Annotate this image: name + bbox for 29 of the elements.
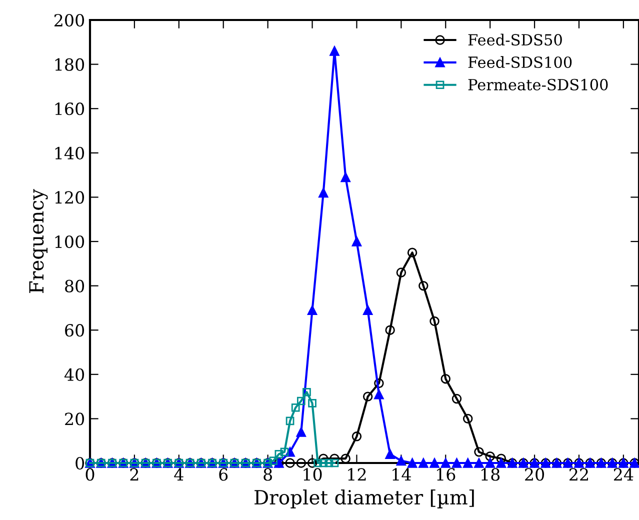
x-tick-label: 12 bbox=[348, 468, 366, 481]
y-tick-label: 40 bbox=[64, 368, 84, 381]
y-tick-label: 160 bbox=[55, 102, 84, 116]
y-tick-label: 100 bbox=[55, 235, 84, 248]
x-tick-label: 14 bbox=[392, 468, 411, 481]
x-tick-label: 22 bbox=[570, 468, 588, 481]
x-tick-label: 4 bbox=[174, 468, 184, 481]
y-tick-label: 140 bbox=[55, 146, 84, 160]
x-tick-label: 8 bbox=[264, 468, 272, 481]
x-tick-label: 2 bbox=[130, 468, 138, 481]
x-tick-label: 16 bbox=[437, 468, 456, 481]
y-tick-label: 120 bbox=[55, 191, 84, 204]
legend-label: Feed-SDS50 bbox=[468, 34, 562, 46]
x-tick-label: 10 bbox=[304, 468, 322, 481]
x-tick-label: 20 bbox=[525, 468, 544, 481]
y-tick-label: 60 bbox=[65, 324, 84, 337]
x-tick-label: 24 bbox=[614, 468, 634, 481]
y-axis-title: Frequency bbox=[29, 188, 48, 294]
y-tick-label: 180 bbox=[55, 58, 84, 71]
y-tick-label: 80 bbox=[65, 280, 84, 292]
x-axis-title: Droplet diameter [µm] bbox=[254, 490, 474, 508]
legend-label: Permeate-SDS100 bbox=[468, 78, 608, 90]
y-tick-label: 200 bbox=[54, 14, 84, 27]
x-tick-label: 18 bbox=[482, 468, 500, 481]
y-tick-label: 0 bbox=[76, 456, 84, 470]
y-tick-label: 20 bbox=[65, 412, 84, 426]
legend-label: Feed-SDS100 bbox=[468, 56, 572, 68]
x-tick-label: 6 bbox=[219, 468, 228, 481]
x-tick-label: 0 bbox=[86, 468, 94, 481]
